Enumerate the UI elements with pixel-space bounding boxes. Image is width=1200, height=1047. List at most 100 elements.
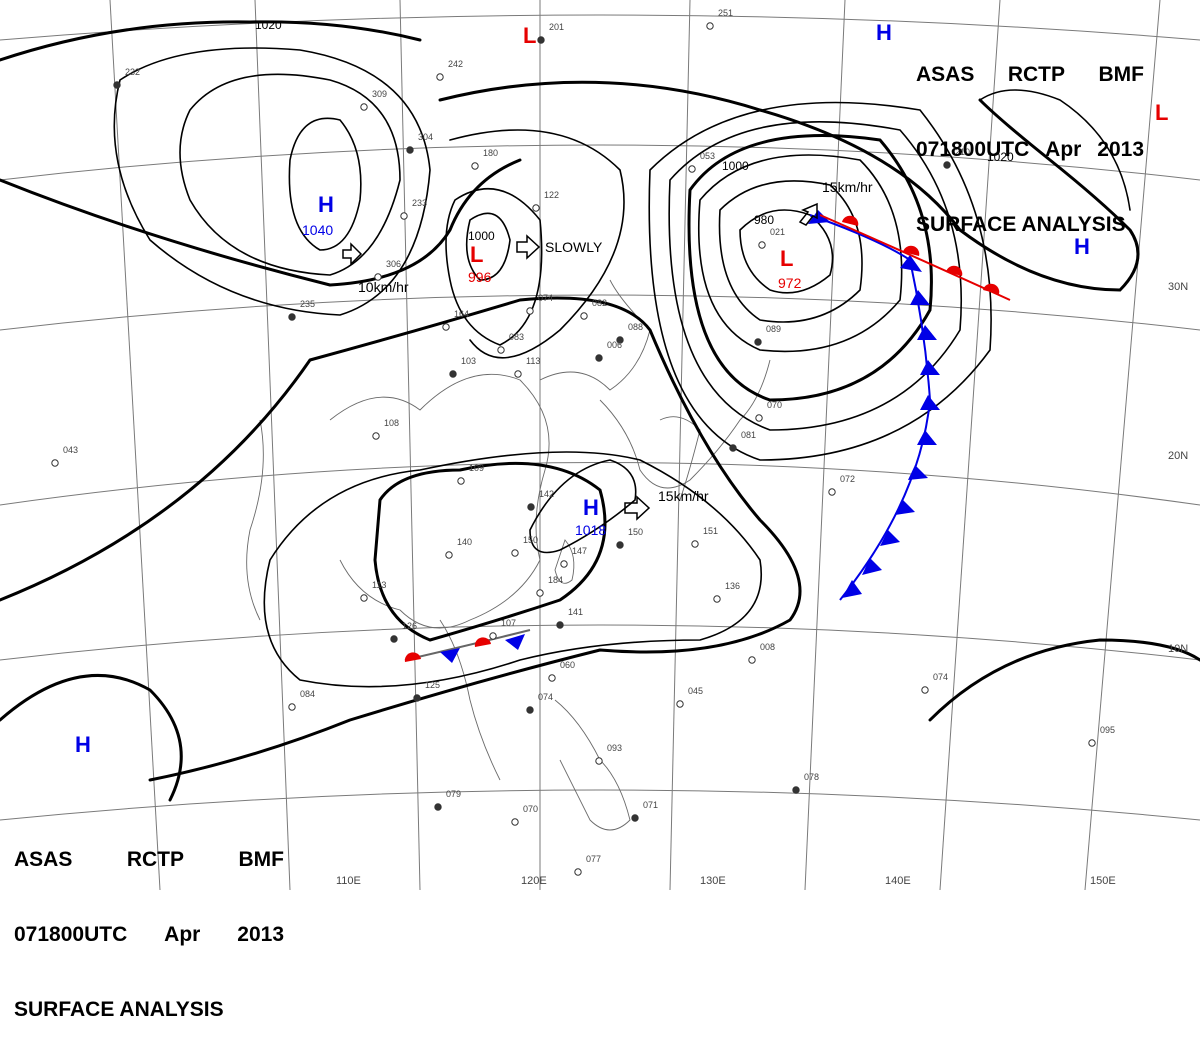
cold-front (808, 210, 940, 601)
station-circle (471, 162, 479, 170)
station-pressure: 078 (804, 772, 819, 782)
station-circle (676, 700, 684, 708)
station-pressure: 140 (457, 537, 472, 547)
station-pressure: 083 (509, 332, 524, 342)
station-pressure: 081 (741, 430, 756, 440)
motion-label: 15km/hr (658, 488, 709, 504)
high-center: H (318, 192, 334, 217)
pressure-centers: H 1040 L 996 L 972 H 1018 H H H L L (75, 20, 1168, 757)
latitude-label: 20N (1168, 450, 1188, 462)
station-pressure: 141 (568, 607, 583, 617)
latitude-label: 10N (1168, 643, 1188, 655)
station-pressure: 235 (300, 299, 315, 309)
station-pressure: 053 (700, 151, 715, 161)
station-pressure: 113 (526, 356, 540, 366)
header-time: 071800UTC (916, 138, 1030, 161)
header-center: RCTP (126, 848, 185, 871)
low-center: L (780, 246, 793, 271)
station-pressure: 125 (425, 680, 440, 690)
station-circle (406, 146, 414, 154)
isobars (0, 20, 1200, 802)
station-circle (400, 212, 408, 220)
high-center: H (876, 20, 892, 45)
station-circle (713, 595, 721, 603)
station-circle (526, 307, 534, 315)
station-pressure: 126 (402, 621, 417, 631)
station-pressure: 074 (538, 692, 553, 702)
station-pressure: 164 (454, 309, 469, 319)
header-product: SURFACE ANALYSIS (14, 998, 224, 1021)
isobar-label: 1020 (255, 18, 282, 32)
station-circle (442, 323, 450, 331)
station-pressure: 201 (549, 22, 564, 32)
motion-arrows (342, 202, 818, 521)
station-circle (691, 540, 699, 548)
station-circle (360, 103, 368, 111)
station-circle (1088, 739, 1096, 747)
station-circle (548, 674, 556, 682)
station-plots: 232 242 309 304 180 122 201 251 053 210 233 306 235 0… (51, 8, 1115, 876)
station-circle (526, 706, 534, 714)
station-circle (449, 370, 457, 378)
high-center-value: 1018 (575, 522, 606, 538)
station-circle (288, 703, 296, 711)
station-circle (511, 818, 519, 826)
station-circle (595, 354, 603, 362)
surface-analysis-map: 1020 1020 1000 1000 980 H 1040 L 996 L 9… (0, 0, 1200, 891)
station-pressure: 304 (418, 132, 433, 142)
station-circle (532, 204, 540, 212)
latitude-label: 30N (1168, 281, 1188, 293)
longitude-label: 150E (1090, 875, 1116, 887)
station-circle (688, 165, 696, 173)
low-center: L (1155, 100, 1168, 125)
station-circle (729, 444, 737, 452)
station-circle (536, 589, 544, 597)
station-pressure: 233 (412, 198, 427, 208)
low-center: L (523, 23, 536, 48)
station-pressure: 113 (372, 580, 386, 590)
station-pressure: 070 (523, 804, 538, 814)
low-center: L (470, 242, 483, 267)
station-circle (755, 414, 763, 422)
station-pressure: 147 (572, 546, 587, 556)
high-center: H (1074, 234, 1090, 259)
motion-label: 10km/hr (358, 279, 409, 295)
isobar-label: 980 (754, 213, 774, 227)
station-circle (921, 686, 929, 694)
station-pressure: 072 (840, 474, 855, 484)
station-circle (828, 488, 836, 496)
station-pressure: 150 (523, 535, 538, 545)
station-circle (943, 161, 951, 169)
header-time: 071800UTC (14, 923, 128, 946)
station-circle (527, 503, 535, 511)
station-circle (631, 814, 639, 822)
coastlines (246, 279, 771, 831)
station-pressure: 082 (592, 298, 607, 308)
station-circle (511, 549, 519, 557)
station-pressure: 093 (607, 743, 622, 753)
station-pressure: 136 (725, 581, 740, 591)
station-circle (457, 477, 465, 485)
high-center-value: 1040 (302, 222, 333, 238)
station-circle (497, 346, 505, 354)
low-center-value: 972 (778, 275, 802, 291)
station-circle (556, 621, 564, 629)
station-circle (374, 273, 382, 281)
station-circle (706, 22, 714, 30)
station-pressure: 150 (628, 527, 643, 537)
high-center: H (583, 495, 599, 520)
station-pressure: 232 (125, 67, 140, 77)
station-pressure: 306 (386, 259, 401, 269)
header-month: Apr (164, 923, 201, 946)
station-pressure: 043 (63, 445, 78, 455)
station-circle (748, 656, 756, 664)
station-circle (372, 432, 380, 440)
header-month: Apr (1045, 138, 1082, 161)
station-pressure: 184 (548, 575, 563, 585)
station-circle (754, 338, 762, 346)
graticule (0, 0, 1200, 891)
station-circle (113, 81, 121, 89)
station-pressure: 074 (933, 672, 948, 682)
station-pressure: 107 (501, 618, 516, 628)
station-circle (360, 594, 368, 602)
